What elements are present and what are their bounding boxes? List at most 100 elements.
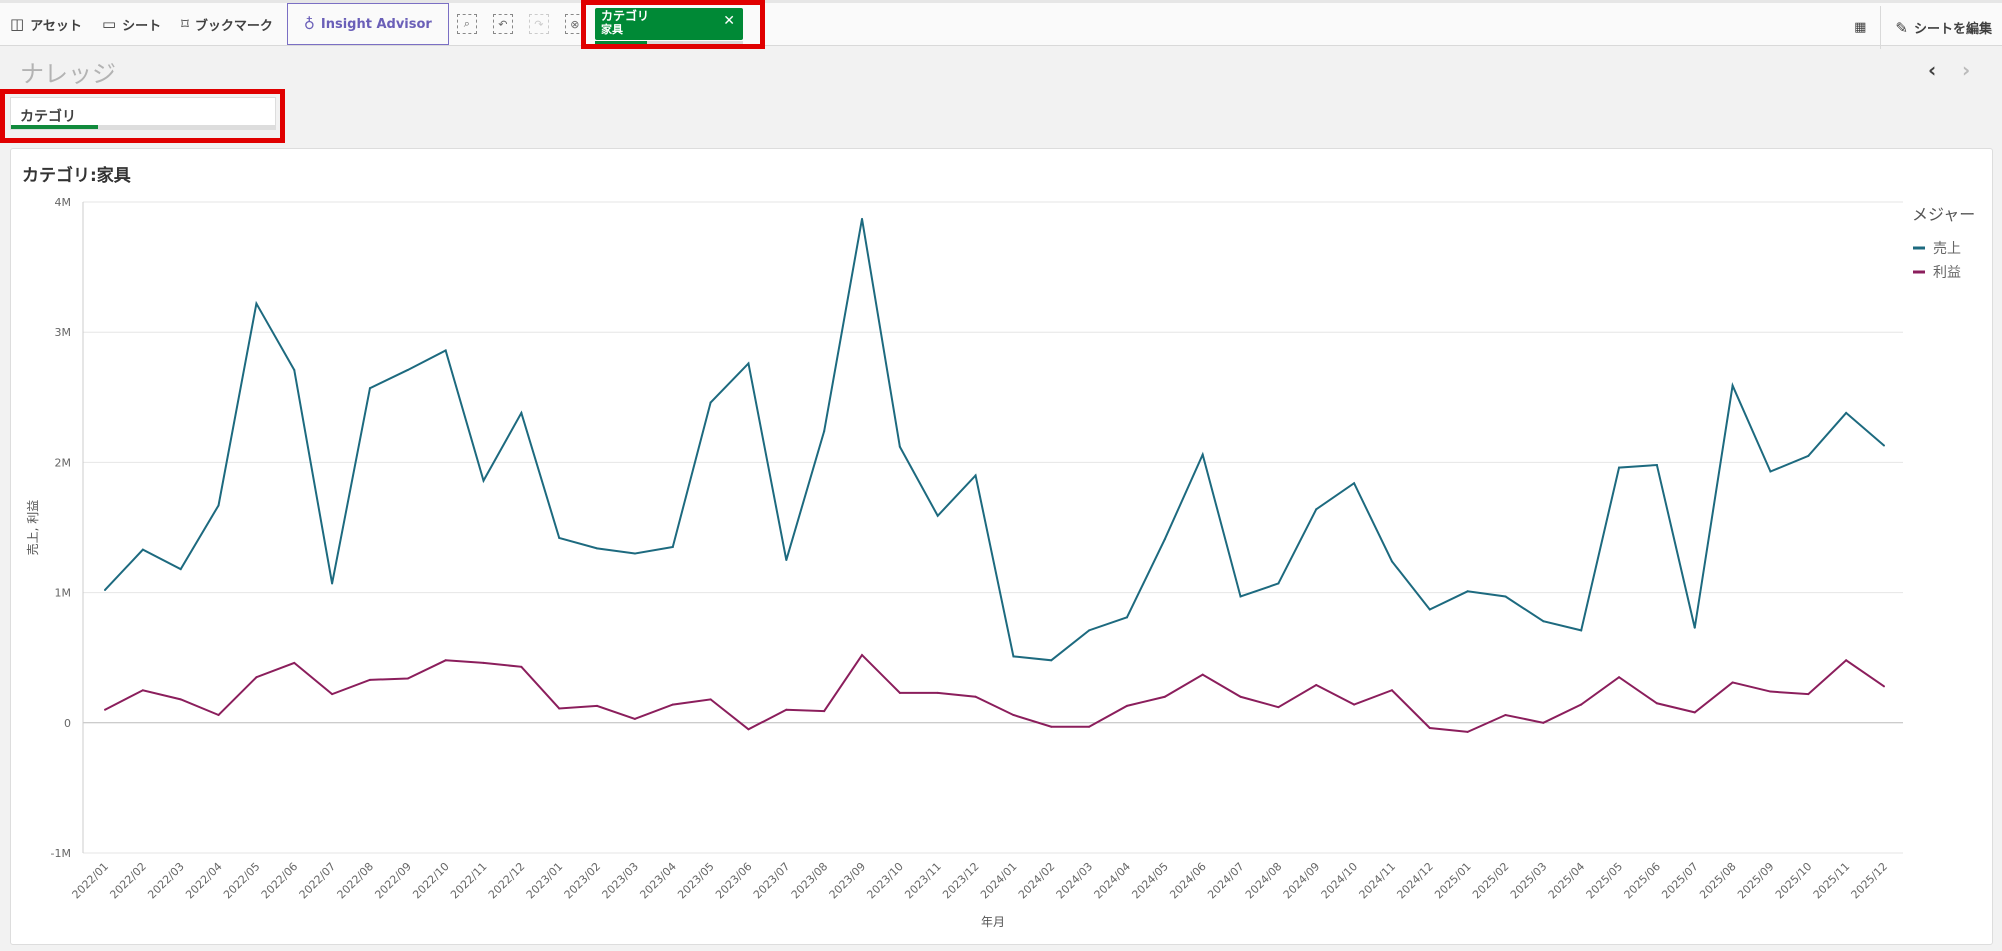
data-point [331,693,334,696]
smart-search-icon[interactable]: ⌕ [456,14,477,34]
data-point [1845,659,1848,662]
data-point [444,349,447,352]
x-tick-label: 2024/05 [1129,860,1171,902]
step-forward-icon[interactable]: ↷ [528,14,549,34]
close-icon[interactable]: ✕ [723,13,735,29]
lightbulb-icon: ♁ [303,15,315,33]
data-point [1845,411,1848,414]
data-point [1504,713,1507,716]
data-point [406,677,409,680]
data-point [331,582,334,585]
category-filter[interactable]: カテゴリ [10,97,276,130]
grid-view-icon[interactable]: ▦ [1854,20,1867,35]
data-point [1466,590,1469,593]
x-tick-label: 2023/07 [751,860,793,902]
x-tick-label: 2023/09 [827,860,869,902]
x-tick-label: 2023/04 [637,860,679,902]
insight-advisor-button[interactable]: ♁ Insight Advisor [286,3,449,45]
data-point [785,559,788,562]
data-point [1466,730,1469,733]
data-point [179,568,182,571]
x-tick-label: 2022/02 [107,860,149,902]
data-point [1883,685,1885,688]
legend-title: メジャー [1912,205,1975,224]
x-tick-label: 2024/08 [1243,860,1285,902]
data-point [141,548,144,551]
x-tick-label: 2024/07 [1205,860,1247,902]
y-tick-label: 2M [55,456,72,469]
x-tick-label: 2025/07 [1659,860,1701,902]
y-tick-label: 4M [55,196,72,209]
data-point [558,707,561,710]
data-point [633,717,636,720]
sheets-button[interactable]: ▭ シート [92,3,171,45]
sheets-label: シート [122,18,162,34]
data-point [1088,725,1091,728]
data-point [633,552,636,555]
x-tick-label: 2025/02 [1470,860,1512,902]
data-point [1050,659,1053,662]
x-tick-label: 2023/08 [789,860,831,902]
x-tick-label: 2025/12 [1849,860,1891,902]
data-point [1580,629,1583,632]
data-point [596,547,599,550]
data-point [1125,704,1128,707]
toolbar-right: ▦ ✎ シートを編集 [1844,6,2002,49]
data-point [1012,713,1015,716]
x-tick-label: 2024/06 [1167,860,1209,902]
data-point [785,708,788,711]
data-point [1807,693,1810,696]
data-point [1580,703,1583,706]
data-point [217,713,220,716]
data-point [368,387,371,390]
x-tick-label: 2025/06 [1622,860,1664,902]
x-tick-label: 2023/06 [713,860,755,902]
data-point [974,695,977,698]
data-point [1390,560,1393,563]
data-point [1390,689,1393,692]
data-point [1618,676,1621,679]
chevron-left-icon[interactable]: ‹ [1928,58,1937,82]
data-point [861,654,864,657]
assets-label: アセット [30,18,82,34]
data-point [747,362,750,365]
x-tick-label: 2024/09 [1281,860,1323,902]
step-back-icon[interactable]: ↶ [492,14,513,34]
data-point [1428,727,1431,730]
chip-value: 家具 [601,23,623,36]
data-point [406,368,409,371]
x-tick-label: 2023/12 [940,860,982,902]
assets-button[interactable]: ◫ アセット [0,3,92,45]
data-point [1088,629,1091,632]
data-point [520,665,523,668]
data-point [1693,626,1696,629]
y-axis-label: 売上, 利益 [25,500,40,556]
filter-label: カテゴリ [20,109,76,125]
x-tick-label: 2025/05 [1584,860,1626,902]
data-point [709,401,712,404]
data-point [709,698,712,701]
x-tick-label: 2024/02 [1016,860,1058,902]
data-point [1315,684,1318,687]
edit-sheet-button[interactable]: ✎ シートを編集 [1885,6,2002,49]
bookmarks-button[interactable]: ⌑ ブックマーク [171,3,283,45]
x-tick-label: 2022/08 [335,860,377,902]
x-tick-label: 2022/10 [410,860,452,902]
x-tick-label: 2022/03 [145,860,187,902]
selection-chip[interactable]: カテゴリ 家具 ✕ [595,8,743,44]
x-tick-label: 2025/03 [1508,860,1550,902]
data-point [104,708,106,711]
x-tick-label: 2024/01 [978,860,1020,902]
insight-label: Insight Advisor [320,16,432,32]
data-point [823,710,826,713]
data-point [1277,706,1280,709]
data-point [898,691,901,694]
data-point [104,588,106,591]
chart-title: カテゴリ:家具 [22,166,131,186]
data-point [1504,595,1507,598]
data-point [1353,482,1356,485]
chevron-right-icon[interactable]: › [1962,58,1971,82]
data-point [217,504,220,507]
x-tick-label: 2022/06 [259,860,301,902]
